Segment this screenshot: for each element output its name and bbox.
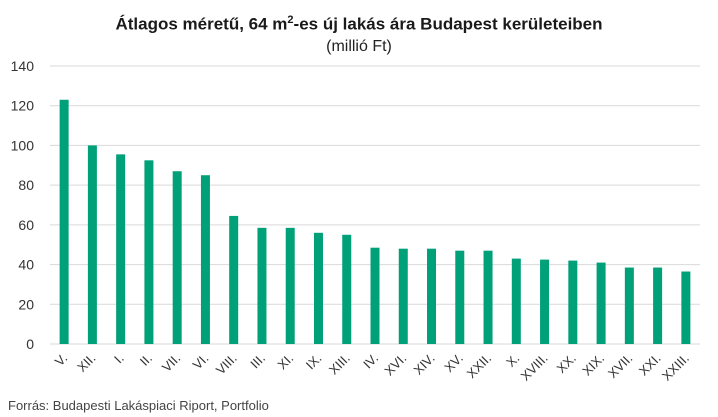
x-tick-label: V. (52, 351, 70, 369)
x-tick-label: IV. (360, 351, 381, 372)
x-tick-label: III. (247, 351, 268, 372)
bar (427, 248, 437, 344)
x-tick-label: I. (111, 351, 127, 367)
bar (624, 267, 634, 344)
bar (313, 232, 323, 344)
x-tick-label: XXII. (464, 351, 495, 382)
x-tick-label: XX. (554, 351, 579, 376)
x-tick-label: II. (137, 351, 155, 369)
x-tick-label: X. (503, 351, 522, 370)
bar (568, 260, 578, 344)
x-tick-label: IX. (303, 351, 325, 373)
bar (144, 160, 154, 344)
y-tick-label: 0 (26, 336, 34, 352)
source-note: Forrás: Budapesti Lakáspiaci Riport, Por… (8, 398, 269, 413)
bar (87, 145, 97, 344)
x-tick-label: VI. (190, 351, 212, 373)
bar (398, 248, 408, 344)
chart-subtitle: (millió Ft) (326, 38, 392, 55)
bar (285, 227, 295, 344)
x-tick-label: XV. (441, 351, 466, 376)
bar (172, 171, 182, 344)
bar (59, 99, 69, 344)
bar (540, 259, 550, 344)
bar (455, 250, 465, 344)
bar (200, 175, 210, 344)
bar (483, 250, 493, 344)
x-tick-label: VII. (159, 351, 183, 375)
x-tick-label: XIX. (579, 351, 607, 379)
bar (370, 247, 380, 344)
x-tick-label: XIII. (326, 351, 353, 378)
chart-title: Átlagos méretű, 64 m2-es új lakás ára Bu… (115, 14, 603, 34)
bar (116, 154, 126, 344)
bar (596, 262, 606, 344)
x-tick-label: XVII. (605, 351, 636, 382)
y-tick-label: 20 (18, 296, 34, 312)
x-tick-label: XIV. (411, 351, 438, 378)
y-tick-label: 100 (11, 137, 35, 153)
bar (342, 234, 352, 344)
bar (511, 258, 521, 344)
x-tick-label: XVIII. (518, 351, 551, 384)
x-tick-label: XII. (74, 351, 98, 375)
bar (257, 227, 267, 344)
bar (681, 271, 691, 344)
y-tick-label: 40 (18, 257, 34, 273)
y-tick-label: 120 (11, 98, 35, 114)
bar (229, 215, 239, 344)
y-tick-label: 60 (18, 217, 34, 233)
y-tick-label: 80 (18, 177, 34, 193)
x-tick-label: XI. (274, 351, 296, 373)
bar (653, 267, 663, 344)
y-tick-label: 140 (11, 58, 35, 74)
x-tick-label: XVI. (381, 351, 409, 379)
x-tick-label: XXIII. (659, 351, 692, 384)
x-tick-label: VIII. (213, 351, 240, 378)
